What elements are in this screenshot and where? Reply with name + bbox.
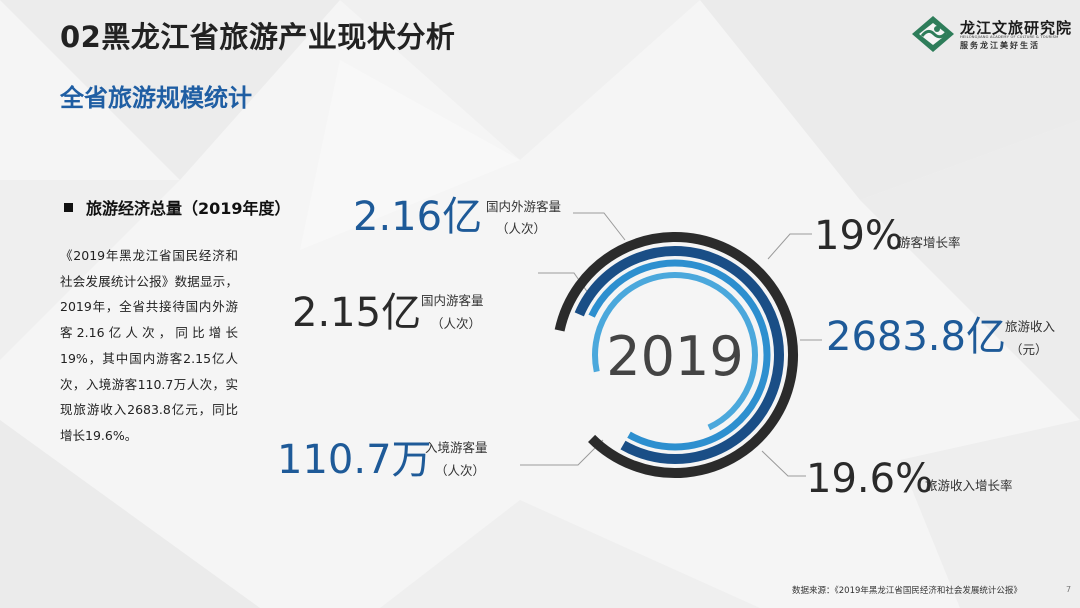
ring-navy-arc (574, 246, 784, 464)
revenue-unit: （元） (1010, 342, 1048, 357)
revenue-value: 2683.8亿 (826, 314, 1006, 360)
inbound-visitors-label: 入境游客量 (425, 440, 488, 455)
ring-dark-arc (554, 232, 798, 478)
inbound-visitors-unit: （人次） (435, 463, 486, 478)
total-visitors-label: 国内外游客量 (486, 199, 562, 214)
section-heading: 旅游经济总量（2019年度） (64, 195, 291, 219)
domestic-visitors-unit: （人次） (431, 316, 482, 331)
data-source: 数据来源：《2019年黑龙江省国民经济和社会发展统计公报》 (792, 586, 1022, 596)
domestic-visitors-value: 2.15亿 (292, 290, 422, 336)
bullet-square-icon (64, 202, 73, 212)
total-visitors-unit: （人次） (496, 221, 547, 236)
page-subtitle: 全省旅游规模统计 (60, 84, 252, 112)
logo-slogan: 服务龙江美好生活 (960, 41, 1040, 50)
visitor-growth-value: 19% (814, 213, 903, 259)
visitor-growth-label: 游客增长率 (898, 235, 961, 250)
logo-icon (912, 16, 954, 52)
revenue-growth-label: 旅游收入增长率 (925, 478, 1013, 493)
revenue-growth-value: 19.6% (806, 456, 934, 502)
domestic-visitors-label: 国内游客量 (421, 293, 484, 308)
inbound-visitors-value: 110.7万 (277, 437, 432, 483)
section-heading-text: 旅游经济总量（2019年度） (86, 199, 291, 218)
page-title: 02黑龙江省旅游产业现状分析 (60, 20, 456, 54)
revenue-label: 旅游收入 (1005, 319, 1056, 334)
total-visitors-value: 2.16亿 (353, 194, 483, 240)
page-number: 7 (1066, 585, 1072, 594)
logo-name: 龙江文旅研究院 (960, 19, 1073, 37)
ring-blue-arc (588, 259, 771, 451)
section-description: 《2019年黑龙江省国民经济和社会发展统计公报》数据显示，2019年，全省共接待… (60, 248, 238, 443)
ring-chart (554, 232, 798, 478)
center-year: 2019 (606, 325, 744, 388)
ring-light-arc (592, 272, 758, 431)
logo-english: HEILONGJIANG ACADEMY OF CULTURE & TOURIS… (960, 35, 1059, 39)
